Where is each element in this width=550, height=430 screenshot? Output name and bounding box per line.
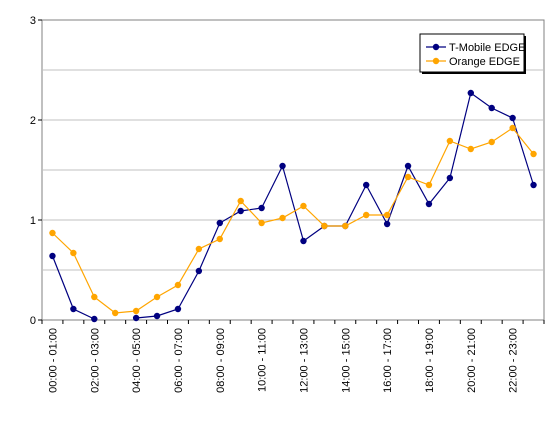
data-point — [342, 222, 349, 230]
data-point — [279, 162, 286, 170]
data-point — [153, 293, 161, 301]
legend: T-Mobile EDGE Orange EDGE — [419, 33, 526, 74]
x-tick-label: 00:00 - 01:00 — [47, 328, 59, 393]
data-point — [216, 235, 223, 243]
y-axis: 0 1 2 3 — [30, 15, 42, 327]
data-point — [49, 229, 56, 237]
data-point — [467, 89, 474, 97]
data-point — [174, 281, 182, 289]
data-point — [153, 312, 161, 320]
data-point — [258, 204, 265, 212]
data-point — [425, 181, 433, 189]
data-point — [446, 174, 454, 182]
data-point — [195, 267, 203, 275]
data-point — [174, 305, 182, 313]
x-tick-label: 08:00 - 09:00 — [215, 328, 227, 393]
legend-label: T-Mobile EDGE — [449, 42, 525, 54]
data-point — [258, 219, 265, 227]
data-point — [530, 181, 537, 189]
x-tick-label: 04:00 - 05:00 — [131, 328, 143, 393]
x-tick-label: 16:00 - 17:00 — [382, 328, 394, 393]
x-axis: 00:00 - 01:00 02:00 - 03:00 04:00 - 05:00 0… — [41, 320, 545, 393]
data-point — [488, 138, 495, 146]
data-point — [132, 307, 140, 315]
data-point — [321, 222, 328, 230]
y-tick-label: 1 — [30, 215, 36, 227]
x-tick-label: 14:00 - 15:00 — [340, 328, 352, 393]
data-point — [91, 315, 98, 323]
legend-label: Orange EDGE — [449, 56, 520, 68]
data-point — [91, 293, 98, 301]
data-point — [70, 249, 77, 257]
x-tick-label: 18:00 - 19:00 — [424, 328, 436, 393]
data-point — [195, 245, 203, 253]
data-point — [446, 137, 454, 145]
legend-marker — [432, 57, 440, 65]
data-point — [509, 114, 516, 122]
data-point — [132, 314, 140, 322]
y-tick-label: 3 — [30, 15, 36, 27]
x-tick-label: 10:00 - 11:00 — [257, 328, 269, 392]
series-line — [52, 127, 534, 314]
data-point — [488, 104, 495, 112]
data-point — [279, 214, 286, 222]
data-point — [49, 252, 56, 260]
data-point — [112, 309, 119, 317]
legend-shadow — [422, 72, 526, 74]
y-tick-label: 2 — [30, 115, 36, 127]
data-point — [237, 197, 244, 205]
data-point — [300, 202, 307, 210]
y-tick-label: 0 — [30, 315, 36, 327]
x-tick-label: 06:00 - 07:00 — [173, 328, 185, 393]
series-layer — [49, 89, 537, 323]
data-point — [530, 150, 537, 158]
data-point — [509, 124, 516, 132]
data-point — [216, 219, 223, 227]
data-point — [467, 145, 474, 153]
data-point — [383, 211, 391, 219]
data-point — [383, 220, 391, 228]
data-point — [404, 162, 412, 170]
data-point — [363, 181, 370, 189]
data-point — [425, 200, 433, 208]
legend-shadow-right — [524, 36, 526, 74]
data-point — [237, 207, 244, 215]
x-tick-label: 20:00 - 21:00 — [466, 328, 478, 393]
data-point — [300, 237, 307, 245]
series-2 — [49, 124, 537, 317]
x-tick-label: 12:00 - 13:00 — [298, 328, 310, 393]
data-point — [404, 173, 412, 181]
data-point — [363, 211, 370, 219]
data-point — [70, 305, 77, 313]
x-tick-label: 22:00 - 23:00 — [508, 328, 520, 393]
legend-items: T-Mobile EDGE Orange EDGE — [426, 42, 525, 68]
x-tick-label: 02:00 - 03:00 — [89, 328, 101, 393]
legend-marker — [432, 43, 440, 51]
